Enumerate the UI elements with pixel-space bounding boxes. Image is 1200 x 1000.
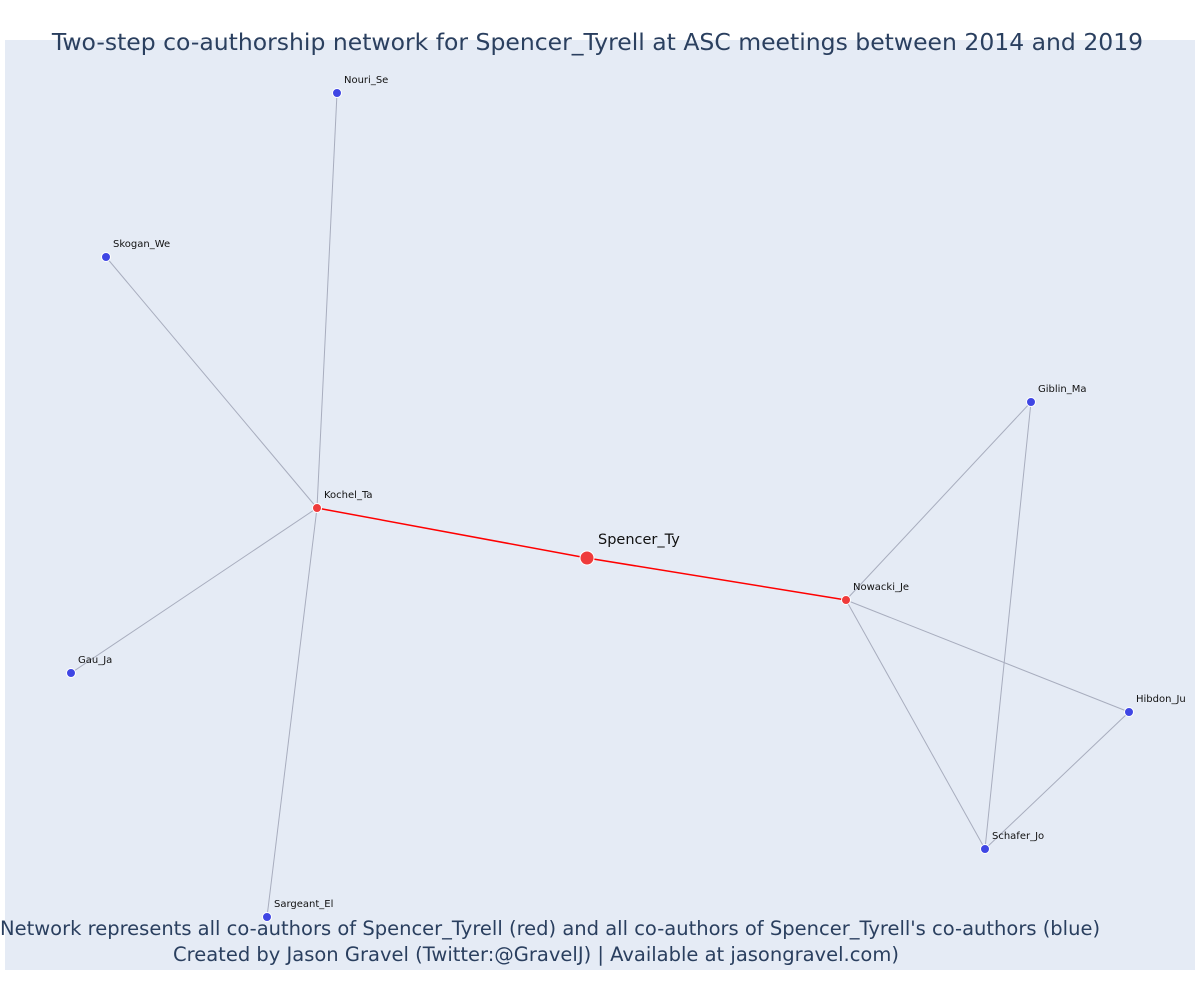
node-label-Nouri_Se: Nouri_Se	[344, 75, 388, 86]
node-label-Schafer_Jo: Schafer_Jo	[992, 831, 1044, 842]
node-Hibdon_Ju[interactable]	[1124, 707, 1134, 717]
edge-Hibdon_Ju-Schafer_Jo	[984, 711, 1130, 850]
edge-Kochel_Ta-Spencer_Ty	[316, 507, 588, 559]
edge-Spencer_Ty-Nowacki_Je	[586, 557, 847, 601]
labels-layer: Spencer_Ty Kochel_Ta Nowacki_Je Nouri_Se Sko…	[78, 75, 1186, 910]
node-label-Hibdon_Ju: Hibdon_Ju	[1136, 694, 1186, 705]
node-Nowacki_Je[interactable]	[841, 595, 851, 605]
edge-Kochel_Ta-Skogan_We	[105, 256, 318, 509]
node-label-Sargeant_El: Sargeant_El	[274, 899, 333, 910]
node-label-Spencer_Ty: Spencer_Ty	[598, 532, 680, 548]
edge-Nowacki_Je-Schafer_Jo	[845, 599, 986, 850]
nodes-layer	[66, 88, 1134, 922]
node-label-Nowacki_Je: Nowacki_Je	[853, 582, 909, 593]
node-Gau_Ja[interactable]	[66, 668, 76, 678]
node-Nouri_Se[interactable]	[332, 88, 342, 98]
node-label-Giblin_Ma: Giblin_Ma	[1038, 384, 1087, 395]
edge-Giblin_Ma-Schafer_Jo	[984, 401, 1032, 850]
node-Sargeant_El[interactable]	[262, 912, 272, 922]
node-Spencer_Ty[interactable]	[579, 550, 595, 566]
node-Skogan_We[interactable]	[101, 252, 111, 262]
node-Kochel_Ta[interactable]	[312, 503, 322, 513]
edge-Nowacki_Je-Giblin_Ma	[845, 401, 1032, 601]
node-label-Kochel_Ta: Kochel_Ta	[324, 490, 373, 501]
caption-line-1: Network represents all co-authors of Spe…	[0, 917, 1101, 940]
chart-title: Two-step co-authorship network for Spenc…	[51, 28, 1144, 56]
edge-Nowacki_Je-Hibdon_Ju	[845, 599, 1130, 713]
edges-layer	[70, 92, 1130, 918]
node-Giblin_Ma[interactable]	[1026, 397, 1036, 407]
edge-Kochel_Ta-Nouri_Se	[316, 92, 338, 509]
edge-Kochel_Ta-Gau_Ja	[70, 507, 318, 674]
node-Schafer_Jo[interactable]	[980, 844, 990, 854]
plot-area	[5, 40, 1195, 970]
edge-Kochel_Ta-Sargeant_El	[266, 507, 318, 918]
node-label-Skogan_We: Skogan_We	[113, 239, 170, 250]
node-label-Gau_Ja: Gau_Ja	[78, 655, 112, 666]
caption-line-2: Created by Jason Gravel (Twitter:@Gravel…	[173, 943, 899, 966]
